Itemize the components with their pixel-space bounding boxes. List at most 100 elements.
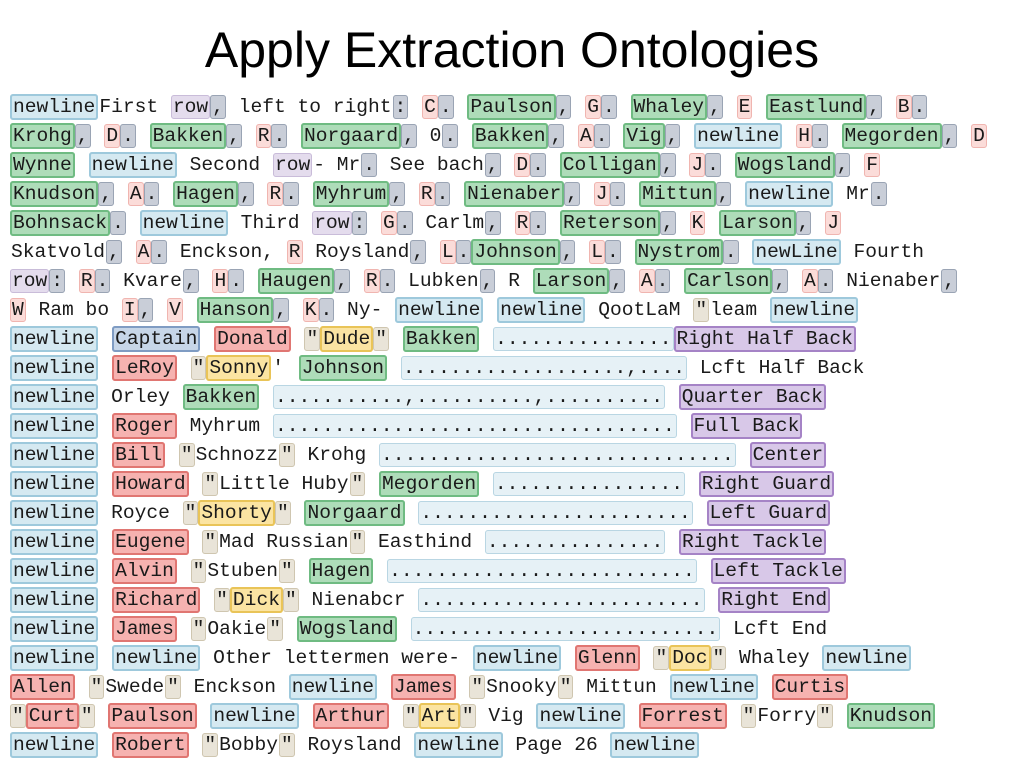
plain-token: Second xyxy=(177,154,272,176)
quote-token: " xyxy=(282,588,299,612)
plain-token xyxy=(546,154,560,176)
initial-token: R xyxy=(78,269,95,293)
plain-token: Page 26 xyxy=(503,734,610,756)
plain-token xyxy=(405,502,419,524)
separator-token: . xyxy=(143,182,160,206)
plain-token xyxy=(705,589,719,611)
surname-token: Wogsland xyxy=(296,616,397,642)
plain-token: Ny- xyxy=(335,299,395,321)
separator-token: . xyxy=(609,182,626,206)
plain-token xyxy=(408,96,422,118)
quote-token: " xyxy=(78,704,95,728)
separator-token: . xyxy=(379,269,396,293)
separator-token: , xyxy=(273,298,289,322)
leader-dots-token: .......................... xyxy=(387,559,697,583)
separator-token: , xyxy=(237,182,254,206)
plain-token xyxy=(153,299,167,321)
newline-token: newline xyxy=(497,297,586,323)
plain-token xyxy=(697,560,711,582)
plain-token xyxy=(501,154,515,176)
newline-token: newline xyxy=(88,152,177,178)
newline-token: newline xyxy=(10,500,99,526)
given-name-token: Bill xyxy=(112,442,166,468)
plain-token: Third xyxy=(228,212,312,234)
surname-token: Larson xyxy=(719,210,796,236)
separator-token: , xyxy=(548,124,565,148)
separator-token: . xyxy=(228,269,244,293)
plain-token xyxy=(454,96,468,118)
newline-token: newline xyxy=(536,703,625,729)
plain-token xyxy=(98,531,112,553)
quote-token: " xyxy=(278,559,295,583)
plain-token: Easthind xyxy=(366,531,484,553)
plain-token xyxy=(426,241,440,263)
plain-token: Skatvold xyxy=(11,241,106,263)
plain-token xyxy=(200,328,214,350)
quote-token: " xyxy=(653,646,670,670)
initial-token: I xyxy=(121,298,138,322)
plain-token: - Mr xyxy=(313,154,361,176)
surname-token: Norgaard xyxy=(301,123,402,149)
separator-token: . xyxy=(530,211,547,235)
row-token: row xyxy=(10,269,50,293)
quote-token: " xyxy=(373,327,390,351)
plain-token xyxy=(98,328,112,350)
quote-token: " xyxy=(710,646,727,670)
quote-token: " xyxy=(349,472,366,496)
separator-token: . xyxy=(530,153,546,177)
given-name-token: James xyxy=(390,674,456,700)
leader-dots-token: ...........,..........,.......... xyxy=(272,385,665,409)
initial-token: R xyxy=(514,211,531,235)
quote-token: " xyxy=(182,501,199,525)
text-line: Knudson, A. Hagen, R. Myhrum, R. Nienabe… xyxy=(10,180,1024,209)
newline-token: newline xyxy=(10,529,99,555)
plain-token: Stuben xyxy=(207,560,278,582)
row-token: row xyxy=(312,211,352,235)
plain-token xyxy=(758,676,772,698)
separator-token: , xyxy=(210,95,226,119)
plain-token: Mad Russian xyxy=(219,531,349,553)
plain-token: Lubken xyxy=(396,270,479,292)
separator-token: . xyxy=(817,269,834,293)
initial-token: V xyxy=(167,298,183,322)
plain-token: Snooky xyxy=(486,676,557,698)
separator-token: . xyxy=(600,95,617,119)
separator-token: . xyxy=(870,182,887,206)
initial-token: L xyxy=(589,240,605,264)
plain-token xyxy=(752,96,766,118)
surname-token: Norgaard xyxy=(304,500,405,526)
text-line: newline Roger Myhrum ...................… xyxy=(10,412,1024,441)
initial-token: R xyxy=(267,182,284,206)
position-token: Full Back xyxy=(690,413,803,439)
plain-token: left to right xyxy=(226,96,392,118)
quote-token: " xyxy=(817,704,833,728)
text-line: W Ram bo I, V Hanson, K. Ny- newline new… xyxy=(10,296,1024,325)
quote-token: " xyxy=(278,733,295,757)
plain-token xyxy=(458,125,472,147)
plain-token: Enckson xyxy=(181,676,288,698)
plain-token xyxy=(165,444,179,466)
plain-token xyxy=(285,357,299,379)
plain-token: Krohg xyxy=(295,444,379,466)
plain-token: Mittun xyxy=(574,676,669,698)
plain-token: Royce xyxy=(99,502,182,524)
plain-token xyxy=(95,705,109,727)
plain-token: Enckson, xyxy=(168,241,286,263)
plain-token xyxy=(665,386,679,408)
initial-token: R xyxy=(286,240,303,264)
plain-token xyxy=(397,618,411,640)
separator-token: , xyxy=(659,153,676,177)
plain-token xyxy=(291,502,305,524)
initial-token: K xyxy=(302,298,319,322)
surname-token: Eastlund xyxy=(766,94,867,120)
plain-token xyxy=(705,212,719,234)
given-name-token: Allen xyxy=(10,674,75,700)
plain-token xyxy=(580,183,594,205)
separator-token: , xyxy=(182,269,199,293)
initial-token: K xyxy=(689,211,706,235)
text-line: newline Royce " Shorty " Norgaard ........… xyxy=(10,499,1024,528)
separator-token: . xyxy=(442,124,459,148)
plain-token xyxy=(373,560,387,582)
separator-token: , xyxy=(106,240,122,264)
initial-token: D xyxy=(104,124,121,148)
